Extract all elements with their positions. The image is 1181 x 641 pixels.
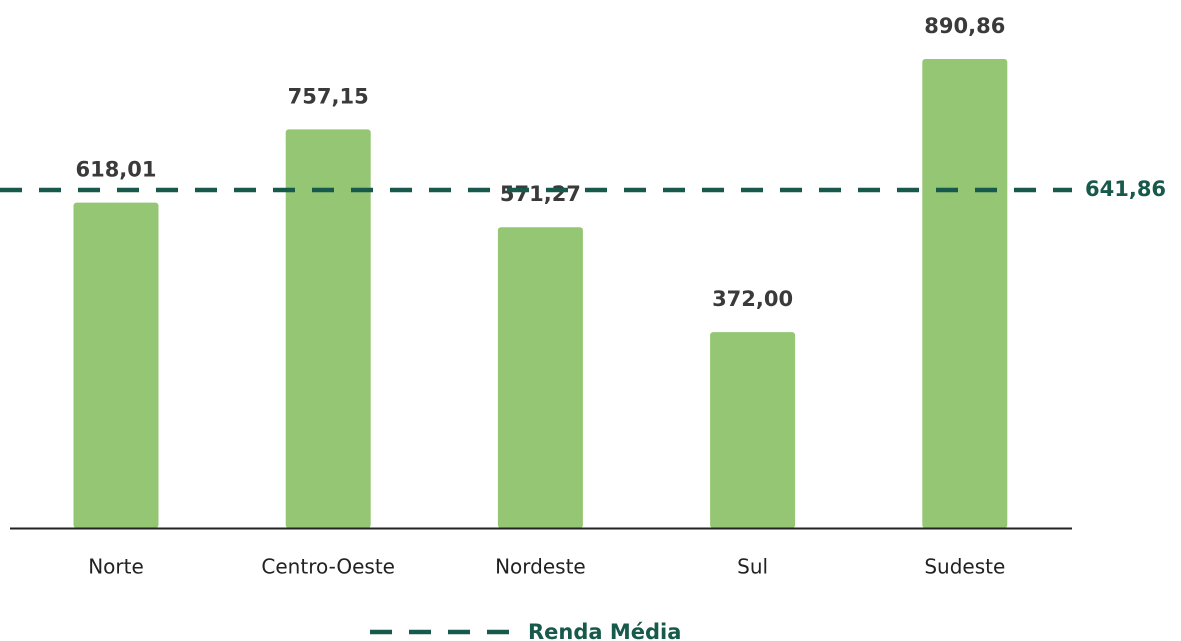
value-label: 757,15 bbox=[288, 84, 369, 108]
value-label: 571,27 bbox=[500, 182, 581, 206]
bar bbox=[285, 129, 371, 528]
x-tick-label: Sul bbox=[737, 555, 768, 579]
bar bbox=[497, 227, 583, 528]
bar bbox=[922, 58, 1008, 528]
value-label: 890,86 bbox=[924, 14, 1005, 38]
legend-label: Renda Média bbox=[528, 620, 681, 641]
value-label: 372,00 bbox=[712, 287, 793, 311]
value-label: 618,01 bbox=[75, 158, 156, 182]
x-tick-label: Norte bbox=[88, 555, 144, 579]
x-tick-label: Centro-Oeste bbox=[261, 555, 395, 579]
bar bbox=[73, 202, 159, 528]
x-tick-label: Nordeste bbox=[495, 555, 586, 579]
reference-label: 641,86 bbox=[1085, 177, 1166, 201]
bar bbox=[710, 332, 796, 528]
x-tick-label: Sudeste bbox=[924, 555, 1005, 579]
